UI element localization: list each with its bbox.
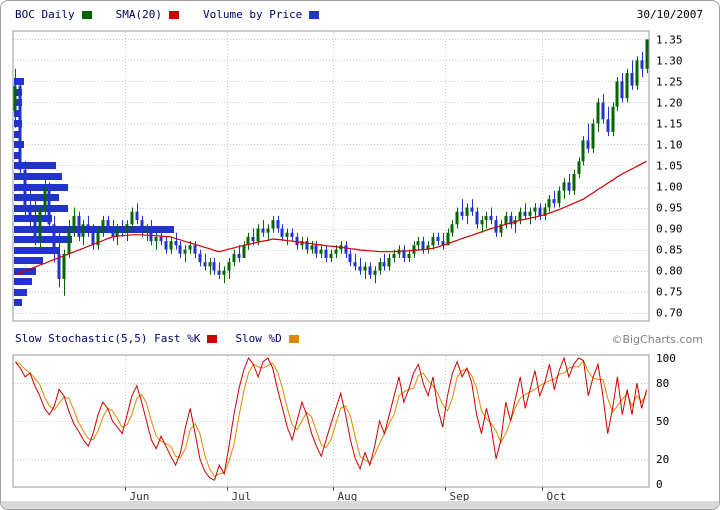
svg-text:Aug: Aug: [338, 490, 358, 503]
legend-item-symbol: BOC Daily: [15, 8, 92, 21]
svg-text:0.70: 0.70: [656, 307, 683, 320]
fast-k-label: Slow Stochastic(5,5) Fast %K: [15, 332, 201, 345]
slow-d-swatch-icon: [288, 334, 299, 343]
stochastic-legend: Slow Stochastic(5,5) Fast %K Slow %D: [15, 332, 299, 345]
legend-item-sma: SMA(20): [116, 8, 179, 21]
bottom-strip: [1, 501, 719, 509]
legend-item-slow-d: Slow %D: [235, 332, 299, 345]
fast-k-swatch-icon: [207, 334, 218, 343]
svg-text:1.00: 1.00: [656, 181, 683, 194]
svg-text:80: 80: [656, 377, 669, 390]
svg-text:100: 100: [656, 352, 676, 365]
svg-text:0.90: 0.90: [656, 223, 683, 236]
sma-swatch-icon: [168, 10, 179, 19]
stoch-fast-k-line: [15, 356, 648, 481]
svg-text:1.10: 1.10: [656, 139, 683, 152]
legend-item-fast-k: Slow Stochastic(5,5) Fast %K: [15, 332, 218, 345]
price-grid: [14, 32, 648, 320]
svg-text:Jun: Jun: [130, 490, 150, 503]
svg-text:0.75: 0.75: [656, 286, 683, 299]
symbol-label: BOC Daily: [15, 8, 75, 21]
price-axis-labels: 1.35 1.30 1.25 1.20 1.15 1.10 1.05 1.00 0.95 0.90…: [656, 33, 683, 319]
candle-series-swatch-icon: [81, 10, 92, 19]
bigcharts-watermark: ©BigCharts.com: [611, 333, 703, 346]
stochastic-plot: [12, 354, 650, 488]
volume-by-price-label: Volume by Price: [202, 8, 303, 21]
sma-label: SMA(20): [115, 8, 162, 21]
svg-text:1.30: 1.30: [656, 54, 683, 67]
svg-text:1.35: 1.35: [656, 33, 683, 46]
svg-text:1.20: 1.20: [656, 96, 683, 109]
svg-text:1.25: 1.25: [656, 75, 683, 88]
month-axis-labels: Jun Jul Aug Sep Oct: [125, 487, 567, 503]
stoch-slow-d-line: [15, 359, 648, 478]
stochastic-grid: [14, 356, 648, 486]
stochastic-axis-labels: 100 80 50 20 0: [656, 352, 676, 491]
svg-text:1.15: 1.15: [656, 118, 683, 131]
price-legend: BOC Daily SMA(20) Volume by Price: [15, 8, 320, 21]
chart-date: 30/10/2007: [636, 8, 703, 21]
price-plot: [12, 30, 650, 322]
svg-text:1.05: 1.05: [656, 160, 683, 173]
svg-text:20: 20: [656, 453, 669, 466]
svg-text:0.95: 0.95: [656, 202, 683, 215]
svg-text:Sep: Sep: [450, 490, 470, 503]
legend-item-volume-by-price: Volume by Price: [202, 8, 320, 21]
volume-by-price-swatch-icon: [309, 10, 320, 19]
slow-d-label: Slow %D: [235, 332, 282, 345]
svg-text:50: 50: [656, 415, 669, 428]
svg-text:Oct: Oct: [547, 490, 567, 503]
svg-text:0.85: 0.85: [656, 244, 683, 257]
svg-text:Jul: Jul: [232, 490, 252, 503]
svg-text:0.80: 0.80: [656, 265, 683, 278]
sma-line: [15, 160, 647, 276]
svg-text:0: 0: [656, 478, 663, 491]
